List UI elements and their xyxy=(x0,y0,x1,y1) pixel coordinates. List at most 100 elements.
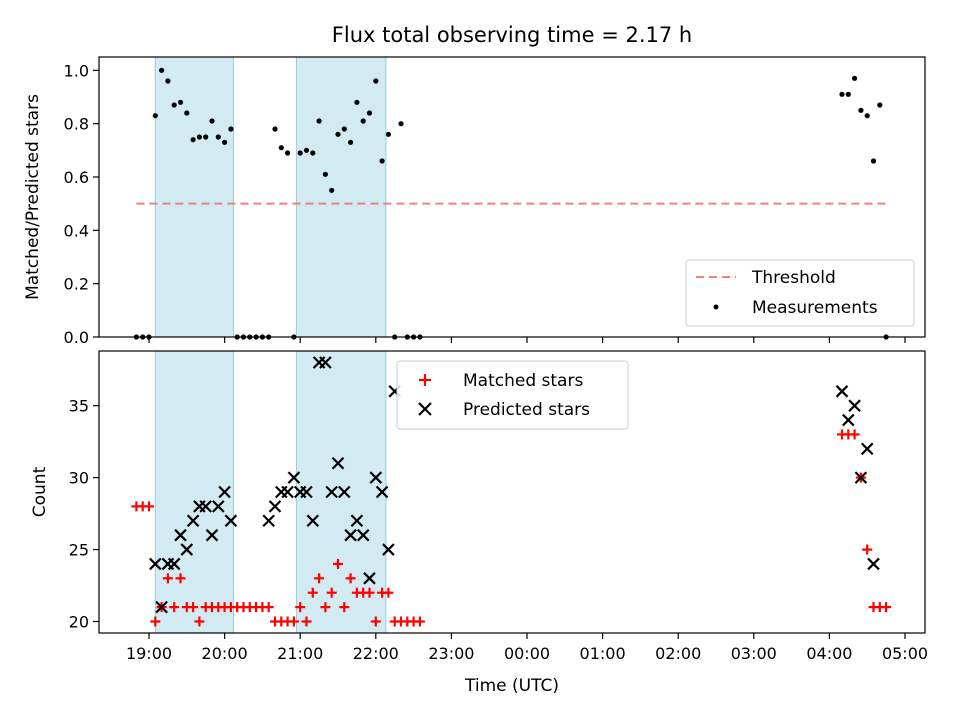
matched-star-point xyxy=(862,544,873,555)
predicted-star-b xyxy=(848,399,861,412)
predicted-star-point xyxy=(344,528,357,542)
y-tick-label: 1.0 xyxy=(64,61,89,80)
x-tick-label: 02:00 xyxy=(655,644,701,663)
bottom-legend: Matched stars Predicted stars xyxy=(396,360,629,430)
bottom-axes-frame xyxy=(98,350,926,634)
x-tick-label: 21:00 xyxy=(277,644,323,663)
measurement-point xyxy=(341,126,347,132)
predicted-star-point xyxy=(155,600,168,614)
measurement-point xyxy=(839,91,845,97)
predicted-star-point xyxy=(149,557,162,571)
predicted-star-b xyxy=(363,572,376,585)
predicted-star-point xyxy=(325,485,338,499)
matched-star-point xyxy=(307,587,318,598)
measurement-point xyxy=(215,134,221,140)
y-tick-label: 30 xyxy=(69,469,89,488)
measurement-point xyxy=(278,145,284,151)
predicted-star-point xyxy=(205,528,219,542)
predicted-star-point xyxy=(842,413,855,427)
x-axis-label: Time (UTC) xyxy=(464,676,559,696)
legend-measurements-label: Measurements xyxy=(752,298,878,318)
predicted-star-point xyxy=(199,500,212,513)
y-tick-label: 0.0 xyxy=(64,328,89,347)
measurement-point xyxy=(171,102,177,108)
predicted-star-point xyxy=(180,543,194,556)
measurement-point xyxy=(228,126,234,132)
legend-measurements-swatch xyxy=(713,304,719,310)
measurement-point xyxy=(297,150,303,156)
matched-star-point xyxy=(175,573,186,584)
measurement-point xyxy=(877,102,883,108)
top-legend: Threshold Measurements xyxy=(685,259,915,327)
predicted-star-b xyxy=(835,385,849,398)
measurement-point xyxy=(209,118,215,124)
measurement-point xyxy=(373,78,379,84)
measurement-point xyxy=(398,121,404,127)
predicted-star-b xyxy=(369,471,383,484)
matched-star-point xyxy=(333,558,343,569)
measurement-point xyxy=(159,67,165,73)
top-y-ticks: 0.0 0.2 0.4 0.6 0.8 1.0 xyxy=(64,61,99,347)
chart-title: Flux total observing time = 2.17 h xyxy=(332,23,692,47)
matched-star-point xyxy=(881,602,892,613)
top-axes-frame xyxy=(98,56,926,338)
x-tick-label: 01:00 xyxy=(580,644,626,663)
matched-star-point xyxy=(150,616,161,627)
measurement-point xyxy=(184,110,190,116)
measurement-point xyxy=(852,75,858,81)
predicted-star-point xyxy=(281,485,294,499)
measurement-point xyxy=(354,99,360,105)
measurement-point xyxy=(335,131,341,137)
predicted-star-b xyxy=(306,514,320,528)
predicted-star-point xyxy=(375,485,389,499)
measurement-point xyxy=(864,113,870,119)
matched-star-point xyxy=(383,587,394,598)
top-legend-box xyxy=(685,259,915,327)
x-tick-label: 05:00 xyxy=(882,644,928,663)
predicted-star-point xyxy=(174,528,187,542)
x-tick-label: 22:00 xyxy=(353,644,399,663)
predicted-star-b xyxy=(867,557,880,571)
shaded-interval-0 xyxy=(154,350,234,634)
matched-star-point xyxy=(188,602,199,613)
shaded-interval-1 xyxy=(295,350,387,634)
measurement-point xyxy=(360,118,366,124)
predicted-star-point xyxy=(363,572,376,585)
predicted-star-point xyxy=(369,471,383,484)
matched-star-point xyxy=(849,429,860,440)
predicted-star-point xyxy=(300,485,313,499)
measurement-point xyxy=(845,91,851,97)
matched-star-point xyxy=(314,573,325,584)
measurement-point xyxy=(190,137,196,143)
predicted-star-point xyxy=(835,385,849,398)
measurement-point xyxy=(222,139,228,145)
measurement-point xyxy=(348,139,354,145)
matched-stars-points xyxy=(131,429,892,627)
x-tick-label: 20:00 xyxy=(202,644,248,663)
predicted-star-b xyxy=(842,413,855,427)
predicted-star-point xyxy=(331,456,345,470)
matched-star-point xyxy=(364,587,375,598)
predicted-star-point xyxy=(350,514,364,528)
predicted-star-point xyxy=(306,514,320,528)
predicted-star-b xyxy=(854,471,868,484)
bottom-panel: 20 25 30 35 19:00 20:00 21:00 22:00 23:00 00:00 0… xyxy=(30,350,928,696)
matched-star-point xyxy=(320,602,331,613)
predicted-star-b xyxy=(218,485,231,499)
matched-star-point xyxy=(345,573,356,584)
measurement-point xyxy=(177,99,184,105)
predicted-star-b xyxy=(319,356,332,369)
predicted-star-b xyxy=(262,514,275,528)
predicted-star-point xyxy=(212,500,225,513)
top-shaded-intervals xyxy=(154,56,387,338)
matched-star-point xyxy=(414,616,425,627)
y-tick-label: 25 xyxy=(69,541,89,560)
matched-star-point xyxy=(339,602,350,613)
x-tick-label: 03:00 xyxy=(731,644,777,663)
predicted-star-b xyxy=(382,543,395,556)
predicted-star-point xyxy=(867,557,880,571)
predicted-star-b xyxy=(356,528,370,542)
y-tick-label: 0.8 xyxy=(64,115,89,134)
matched-star-point xyxy=(295,602,306,613)
